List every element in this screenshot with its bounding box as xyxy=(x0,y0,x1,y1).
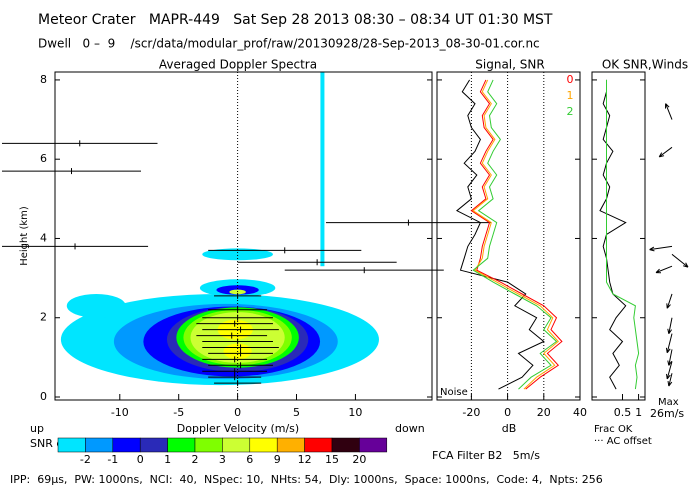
axis-note: down xyxy=(395,422,425,435)
spectral-contour xyxy=(202,248,273,261)
colorbar-swatch xyxy=(167,437,196,453)
x-tick-label: -10 xyxy=(111,406,129,419)
colorbar-tick-label: 0 xyxy=(137,453,144,466)
x-tick-label: 0 xyxy=(234,406,241,419)
x-tick-label: 40 xyxy=(573,406,587,419)
colorbar-swatch xyxy=(331,437,360,453)
colorbar-swatch xyxy=(249,437,278,453)
colorbar-tick-label: 9 xyxy=(274,453,281,466)
legend-label: 1 xyxy=(567,89,574,102)
colorbar-tick-label: 12 xyxy=(298,453,312,466)
noise-label: Noise xyxy=(440,387,468,398)
wind-vector xyxy=(666,293,673,309)
wind-vector xyxy=(665,103,673,120)
colorbar-swatch xyxy=(57,437,86,453)
colorbar-swatch xyxy=(222,437,251,453)
colorbar-tick-label: 1 xyxy=(164,453,171,466)
x-axis-label: Doppler Velocity (m/s) xyxy=(177,422,299,435)
colorbar-tick-label: 2 xyxy=(192,453,199,466)
offset-label: ··· AC offset xyxy=(594,436,652,447)
footer: IPP: 69μs, PW: 1000ns, NCI: 40, NSpec: 1… xyxy=(10,473,603,486)
x-tick-label: 0 xyxy=(504,406,511,419)
y-axis-label: Height (km) xyxy=(19,206,30,266)
legend-label: 0 xyxy=(567,73,574,86)
legend-label: 2 xyxy=(567,105,574,118)
panel-title: Averaged Doppler Spectra xyxy=(159,58,317,72)
panel-title: OK SNR,Winds xyxy=(602,58,688,72)
colorbar-tick-label: 15 xyxy=(325,453,339,466)
colorbar-tick-label: 3 xyxy=(219,453,226,466)
spectral-contour xyxy=(66,293,126,318)
colorbar-tick-label: 6 xyxy=(246,453,253,466)
wind-vector xyxy=(667,349,673,366)
wind-vector xyxy=(665,333,673,354)
y-tick-label: 4 xyxy=(40,231,47,244)
x-tick-label: 20 xyxy=(537,406,551,419)
wind-vector xyxy=(655,265,673,274)
wind-vector xyxy=(649,245,673,252)
wind-vector xyxy=(666,361,673,380)
panel-frame xyxy=(436,71,581,401)
colorbar-tick-label: -2 xyxy=(80,453,91,466)
snr-line xyxy=(472,79,560,390)
snr-line xyxy=(472,79,558,390)
filter-label: FCA Filter B2 5m/s xyxy=(432,449,540,462)
colorbar-tick-label: -1 xyxy=(107,453,118,466)
colorbar-tick-label: 20 xyxy=(352,453,366,466)
x-tick-label: 10 xyxy=(348,406,362,419)
x-tick-label: 1 xyxy=(635,406,642,419)
x-tick-label: 5 xyxy=(293,406,300,419)
y-tick-label: 8 xyxy=(40,73,47,86)
y-tick-label: 2 xyxy=(40,311,47,324)
axis-note: up xyxy=(30,422,44,435)
x-tick-label: -20 xyxy=(462,406,480,419)
y-tick-label: 6 xyxy=(40,152,47,165)
colorbar-swatch xyxy=(194,437,223,453)
chart-title: Meteor Crater MAPR-449 Sat Sep 28 2013 0… xyxy=(38,12,553,28)
wind-vector xyxy=(667,373,673,387)
colorbar-swatch xyxy=(85,437,114,453)
interference-band xyxy=(320,72,325,267)
x-axis-label: dB xyxy=(502,422,517,435)
snr-line xyxy=(470,79,563,390)
panel-frame xyxy=(54,71,433,401)
colorbar-swatch xyxy=(139,437,168,453)
wind-vector xyxy=(658,146,673,158)
x-tick-label: 0.5 xyxy=(614,406,632,419)
wind-vector xyxy=(667,317,673,335)
panel-frame xyxy=(591,71,646,401)
colorbar-swatch xyxy=(304,437,333,453)
snr-ok-line xyxy=(606,79,640,390)
x-axis-label: Frac OK xyxy=(594,424,633,435)
wind-vector xyxy=(671,253,689,268)
panel-title: Signal, SNR xyxy=(475,58,544,72)
max-label: Max xyxy=(658,397,679,408)
noise-line xyxy=(455,79,545,390)
colorbar-swatch xyxy=(276,437,305,453)
colorbar-swatch xyxy=(359,437,388,453)
max-speed-label: 26m/s xyxy=(650,407,684,420)
y-tick-label: 0 xyxy=(40,390,47,403)
x-tick-label: -5 xyxy=(173,406,184,419)
chart-subtitle: Dwell 0 – 9 /scr/data/modular_prof/raw/2… xyxy=(38,37,540,51)
colorbar-swatch xyxy=(112,437,141,453)
